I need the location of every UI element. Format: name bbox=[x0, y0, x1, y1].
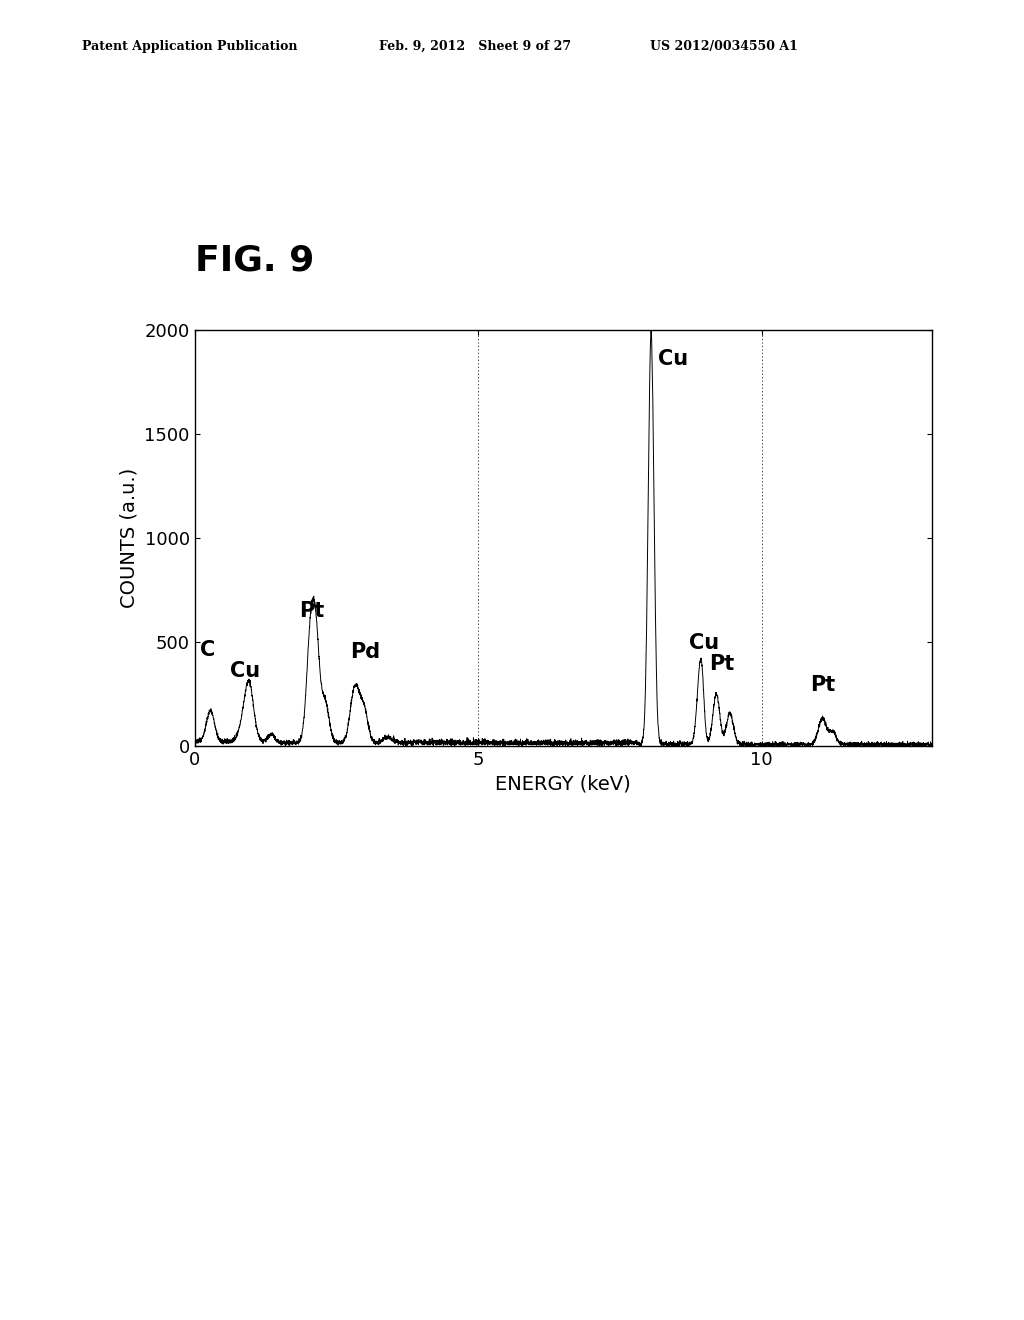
Text: Pt: Pt bbox=[710, 653, 735, 675]
Text: Cu: Cu bbox=[230, 661, 260, 681]
X-axis label: ENERGY (keV): ENERGY (keV) bbox=[496, 775, 631, 793]
Text: Pd: Pd bbox=[350, 643, 381, 663]
Text: C: C bbox=[201, 640, 215, 660]
Text: Feb. 9, 2012   Sheet 9 of 27: Feb. 9, 2012 Sheet 9 of 27 bbox=[379, 40, 571, 53]
Text: Pt: Pt bbox=[810, 675, 836, 694]
Text: Pt: Pt bbox=[299, 601, 325, 620]
Text: FIG. 9: FIG. 9 bbox=[195, 244, 314, 277]
Text: US 2012/0034550 A1: US 2012/0034550 A1 bbox=[650, 40, 798, 53]
Text: Cu: Cu bbox=[658, 350, 688, 370]
Text: Patent Application Publication: Patent Application Publication bbox=[82, 40, 297, 53]
Text: Cu: Cu bbox=[689, 634, 719, 653]
Y-axis label: COUNTS (a.u.): COUNTS (a.u.) bbox=[120, 467, 139, 609]
